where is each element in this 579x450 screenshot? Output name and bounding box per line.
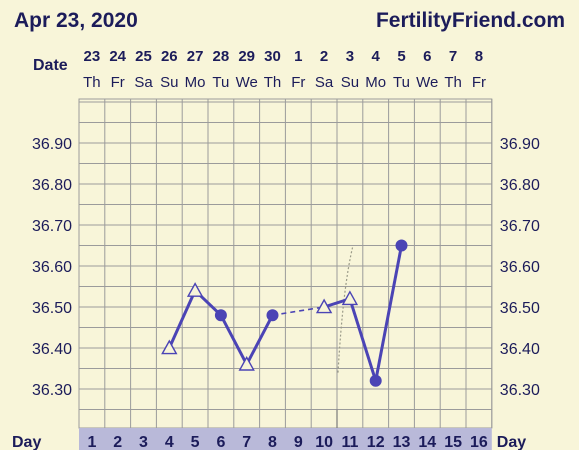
day-row-label-right: Day bbox=[497, 434, 526, 450]
temp-point-open bbox=[186, 282, 204, 297]
series-segment bbox=[374, 245, 403, 382]
series-segment bbox=[348, 298, 378, 382]
date-label: 4 bbox=[372, 48, 381, 65]
temp-point-open bbox=[315, 298, 333, 314]
series-segment bbox=[245, 314, 274, 366]
y-tick-right: 36.70 bbox=[500, 218, 540, 235]
temp-point-filled bbox=[214, 309, 227, 322]
day-row-label-left: Day bbox=[12, 434, 41, 450]
date-label: 23 bbox=[84, 48, 101, 65]
temperature-series bbox=[161, 239, 408, 428]
y-tick-right: 36.90 bbox=[500, 136, 540, 153]
weekday-label: Mo bbox=[365, 74, 386, 91]
y-tick-right: 36.80 bbox=[500, 177, 540, 194]
date-label: 28 bbox=[213, 48, 230, 65]
day-number: 12 bbox=[367, 434, 385, 450]
day-number: 16 bbox=[470, 434, 488, 450]
y-tick-left: 36.70 bbox=[32, 218, 72, 235]
date-label: 25 bbox=[135, 48, 152, 65]
date-label: 5 bbox=[397, 48, 405, 65]
day-number: 7 bbox=[242, 434, 251, 450]
y-tick-right: 36.40 bbox=[500, 341, 540, 358]
date-label: 29 bbox=[238, 48, 255, 65]
day-number: 5 bbox=[191, 434, 200, 450]
day-number: 2 bbox=[113, 434, 122, 450]
temp-point-filled bbox=[266, 309, 279, 322]
weekday-label: Th bbox=[83, 74, 101, 91]
y-tick-left: 36.30 bbox=[32, 382, 72, 399]
date-label: 30 bbox=[264, 48, 281, 65]
y-tick-right: 36.60 bbox=[500, 259, 540, 276]
date-label: 7 bbox=[449, 48, 457, 65]
date-label: 6 bbox=[423, 48, 431, 65]
y-tick-left: 36.90 bbox=[32, 136, 72, 153]
weekday-label: Su bbox=[341, 74, 359, 91]
weekday-label: Fr bbox=[111, 74, 125, 91]
temp-point-filled bbox=[395, 239, 408, 252]
y-tick-right: 36.30 bbox=[500, 382, 540, 399]
y-tick-left: 36.50 bbox=[32, 300, 72, 317]
weekday-label: Mo bbox=[185, 74, 206, 91]
day-number: 13 bbox=[393, 434, 411, 450]
y-tick-left: 36.60 bbox=[32, 259, 72, 276]
series-segment bbox=[167, 289, 197, 349]
y-tick-right: 36.50 bbox=[500, 300, 540, 317]
day-number: 4 bbox=[165, 434, 174, 450]
y-tick-left: 36.40 bbox=[32, 341, 72, 358]
weekday-label: Tu bbox=[393, 74, 410, 91]
date-label: 3 bbox=[346, 48, 354, 65]
day-number: 15 bbox=[444, 434, 462, 450]
series-segment bbox=[219, 314, 249, 366]
date-label: 27 bbox=[187, 48, 204, 65]
date-row-label: Date bbox=[33, 57, 68, 74]
marker-trace bbox=[337, 245, 354, 373]
day-row bbox=[79, 428, 492, 450]
date-label: 2 bbox=[320, 48, 328, 65]
weekday-label: Su bbox=[160, 74, 178, 91]
temp-point-open bbox=[161, 339, 178, 355]
temp-point-open bbox=[238, 355, 255, 371]
chart-labels: Date23Th24Fr25Sa26Su27Mo28Tu29We30Th1Fr2… bbox=[12, 48, 540, 450]
chart-grid bbox=[78, 98, 493, 429]
brand-name: FertilityFriend.com bbox=[375, 9, 565, 32]
date-label: 24 bbox=[109, 48, 126, 65]
date-label: 26 bbox=[161, 48, 178, 65]
weekday-label: Sa bbox=[134, 74, 153, 91]
series-segment bbox=[272, 306, 325, 316]
weekday-label: Th bbox=[444, 74, 462, 91]
day-number: 1 bbox=[87, 434, 96, 450]
y-tick-left: 36.80 bbox=[32, 177, 72, 194]
day-number: 14 bbox=[418, 434, 436, 450]
weekday-label: Sa bbox=[315, 74, 334, 91]
day-number: 11 bbox=[341, 434, 358, 450]
temp-point-filled bbox=[369, 374, 382, 387]
date-label: 1 bbox=[294, 48, 302, 65]
weekday-label: We bbox=[236, 74, 258, 91]
day-number: 3 bbox=[139, 434, 148, 450]
temp-point-open bbox=[341, 290, 359, 306]
weekday-label: Fr bbox=[291, 74, 305, 91]
day-row-band bbox=[79, 428, 492, 450]
weekday-label: Th bbox=[264, 74, 282, 91]
day-number: 10 bbox=[315, 434, 333, 450]
weekday-label: Tu bbox=[212, 74, 229, 91]
day-number: 9 bbox=[294, 434, 303, 450]
weekday-label: Fr bbox=[472, 74, 486, 91]
day-number: 6 bbox=[216, 434, 225, 450]
day-number: 8 bbox=[268, 434, 277, 450]
weekday-label: We bbox=[416, 74, 438, 91]
date-label: 8 bbox=[475, 48, 483, 65]
chart-date: Apr 23, 2020 bbox=[14, 9, 138, 32]
